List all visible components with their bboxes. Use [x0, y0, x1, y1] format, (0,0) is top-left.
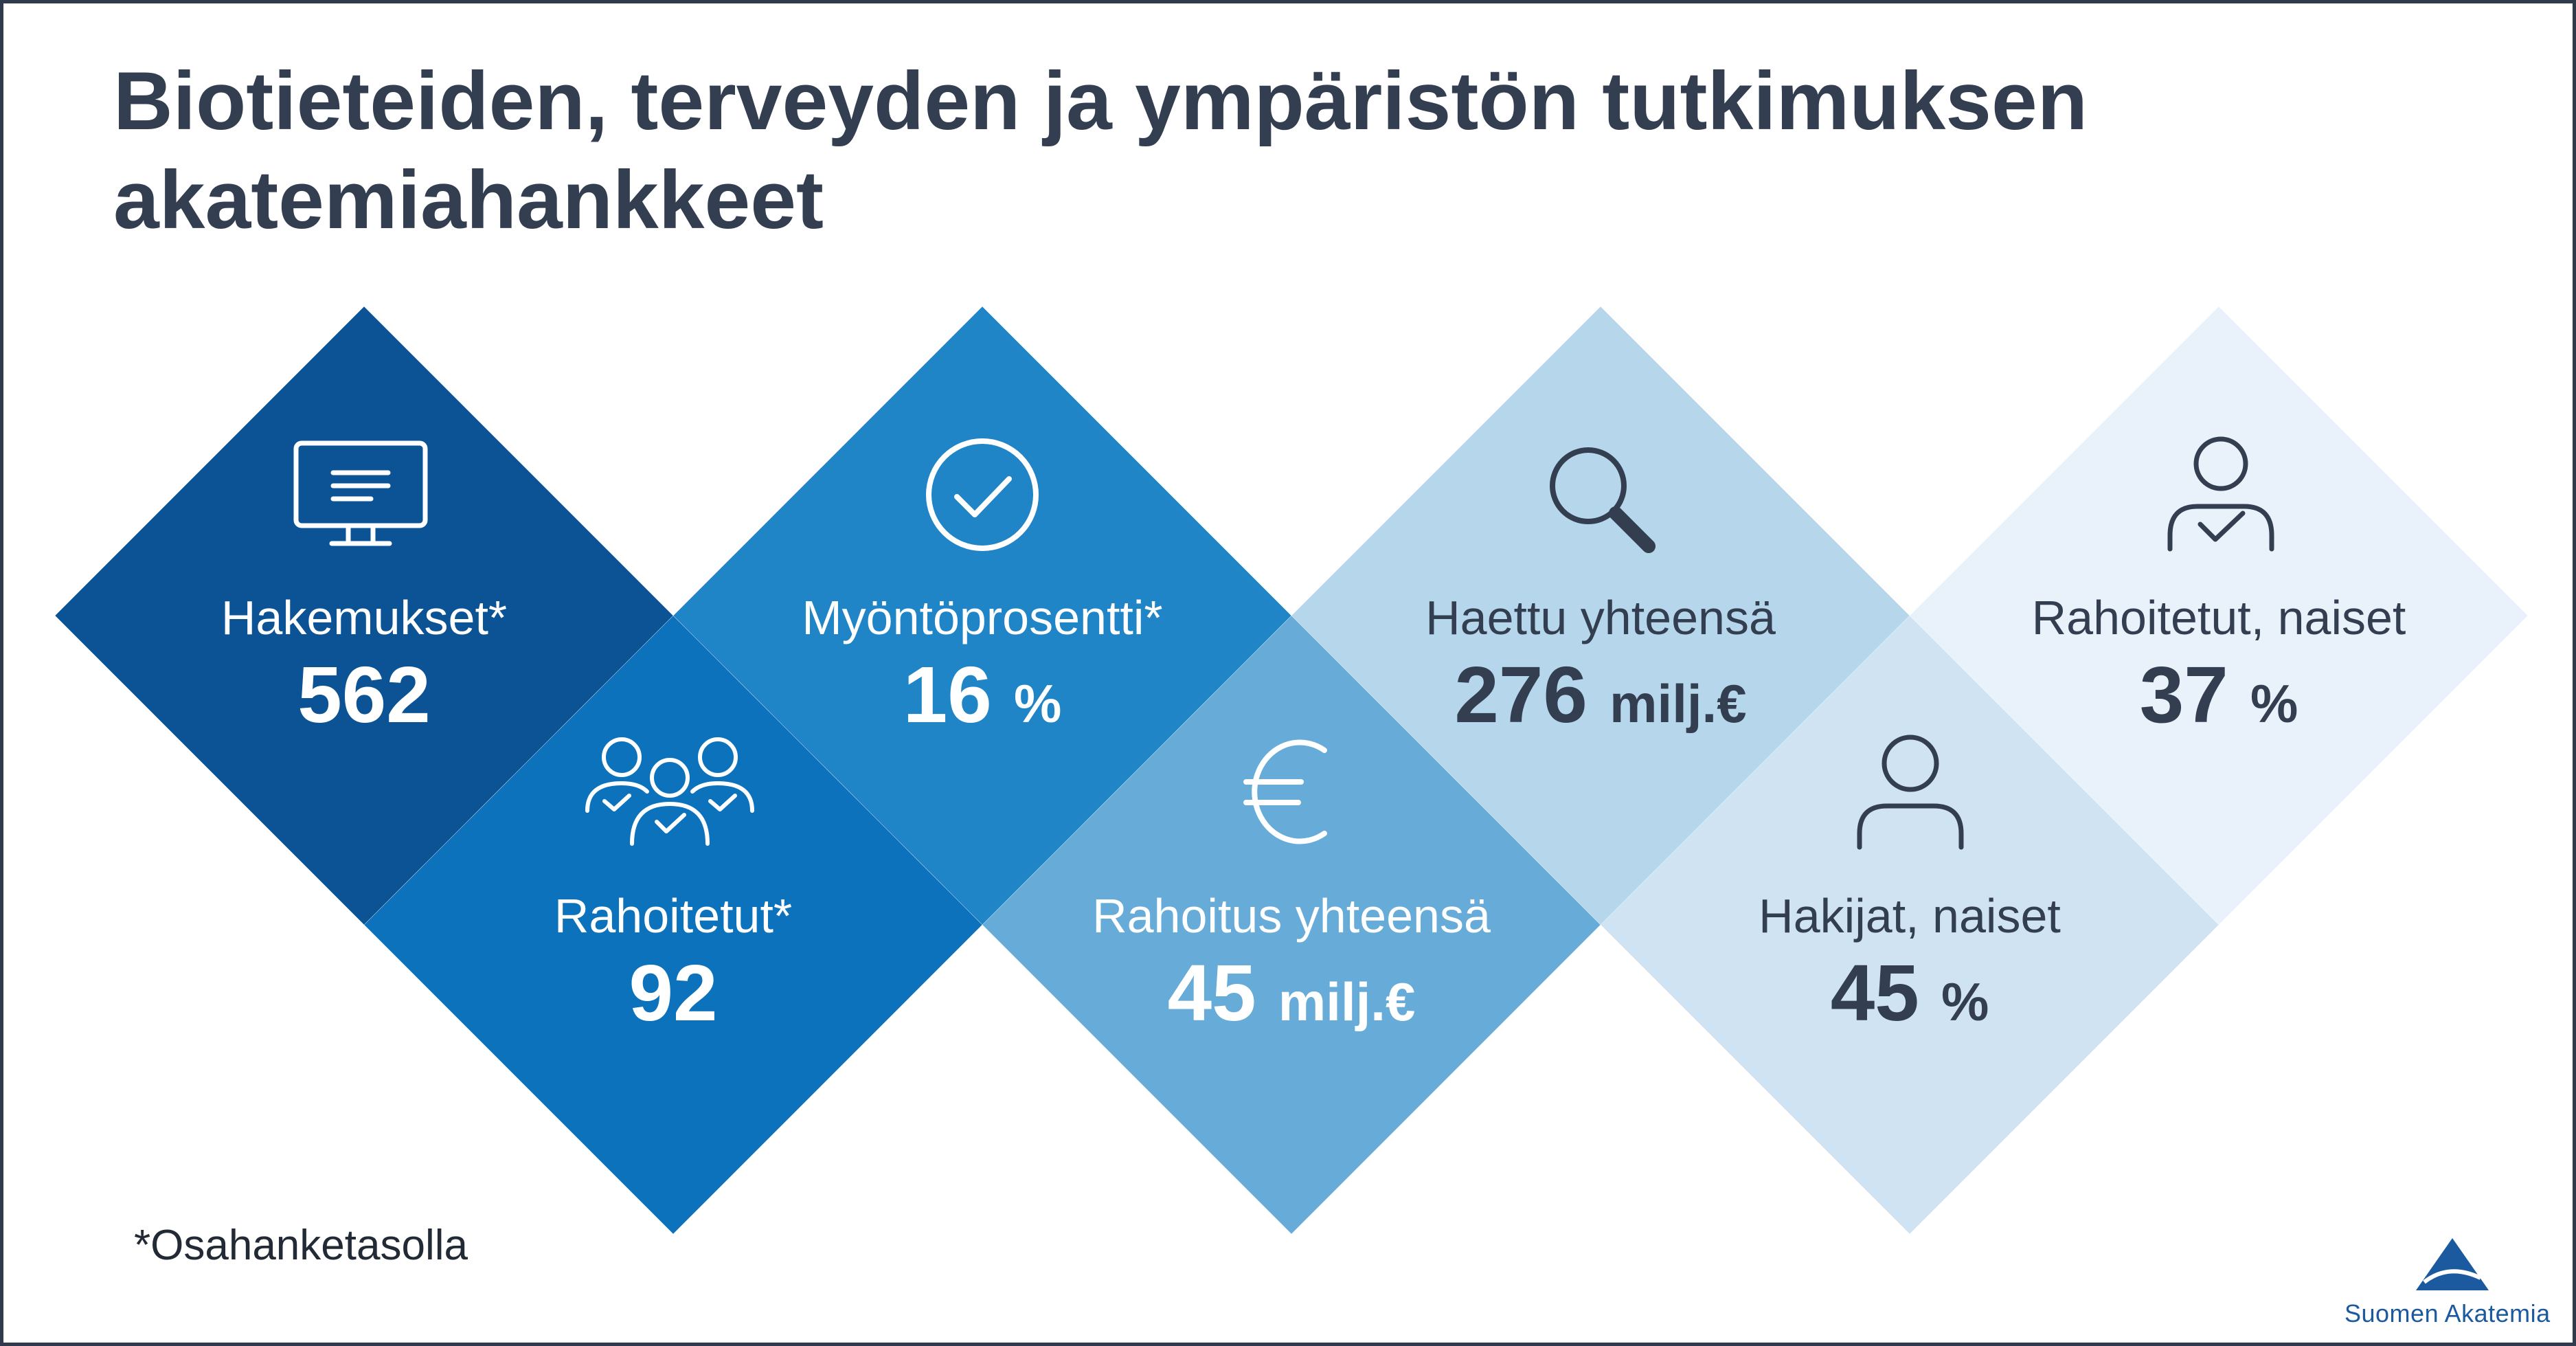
- stat-rahoitetut: Rahoitetut* 92: [364, 887, 982, 1041]
- stat-haettu-yhteensa: Haettu yhteensä 276 milj.€: [1291, 589, 1910, 752]
- stat-myontoprosentti-label: Myöntöprosentti*: [802, 591, 1163, 644]
- stat-haettu-yhteensa-unit: milj.€: [1609, 673, 1747, 734]
- stat-hakemukset-value: 562: [297, 650, 431, 739]
- stat-rahoitetut-naiset: Rahoitetut, naiset 37 %: [1910, 589, 2528, 752]
- footnote: *Osahanketasolla: [134, 1222, 468, 1269]
- stat-rahoitetut-value: 92: [629, 948, 718, 1037]
- euro-icon: [1243, 739, 1327, 844]
- stat-myontoprosentti-value: 16: [903, 650, 992, 739]
- title-line-1: Biotieteiden, terveyden ja ympäristön tu…: [113, 55, 2088, 147]
- stat-hakijat-naiset-label: Hakijat, naiset: [1759, 889, 2061, 943]
- stat-hakijat-naiset-unit: %: [1941, 972, 1989, 1032]
- stat-hakemukset-label: Hakemukset*: [221, 591, 508, 644]
- stat-rahoitus-yhteensa: Rahoitus yhteensä 45 milj.€: [982, 887, 1601, 1050]
- person-icon: [1857, 734, 1964, 850]
- search-icon: [1550, 447, 1656, 553]
- stat-rahoitetut-naiset-label: Rahoitetut, naiset: [2031, 591, 2406, 644]
- logo-text: Suomen Akatemia: [2345, 1299, 2551, 1327]
- stat-hakijat-naiset: Hakijat, naiset 45 %: [1601, 887, 2219, 1050]
- page-title: Biotieteiden, terveyden ja ympäristön tu…: [113, 52, 2449, 249]
- stat-hakijat-naiset-value: 45: [1830, 948, 1919, 1037]
- stat-haettu-yhteensa-label: Haettu yhteensä: [1425, 591, 1776, 644]
- stat-hakemukset: Hakemukset* 562: [55, 589, 673, 743]
- stat-rahoitus-yhteensa-value: 45: [1167, 948, 1256, 1037]
- stat-rahoitus-yhteensa-label: Rahoitus yhteensä: [1092, 889, 1491, 943]
- stat-rahoitetut-naiset-unit: %: [2250, 673, 2298, 734]
- monitor-icon: [293, 440, 428, 546]
- check-circle-icon: [926, 438, 1039, 551]
- stat-rahoitetut-naiset-value: 37: [2139, 650, 2228, 739]
- stat-haettu-yhteensa-value: 276: [1454, 650, 1588, 739]
- stat-myontoprosentti-unit: %: [1013, 673, 1062, 734]
- stat-myontoprosentti: Myöntöprosentti* 16 %: [673, 589, 1291, 752]
- stat-rahoitetut-label: Rahoitetut*: [554, 889, 793, 943]
- person-check-icon: [2167, 436, 2274, 552]
- stat-rahoitus-yhteensa-unit: milj.€: [1278, 972, 1416, 1032]
- suomen-akatemia-logo-icon: [2416, 1238, 2489, 1290]
- title-line-2: akatemiahankkeet: [113, 154, 824, 246]
- group-check-icon: [585, 737, 754, 846]
